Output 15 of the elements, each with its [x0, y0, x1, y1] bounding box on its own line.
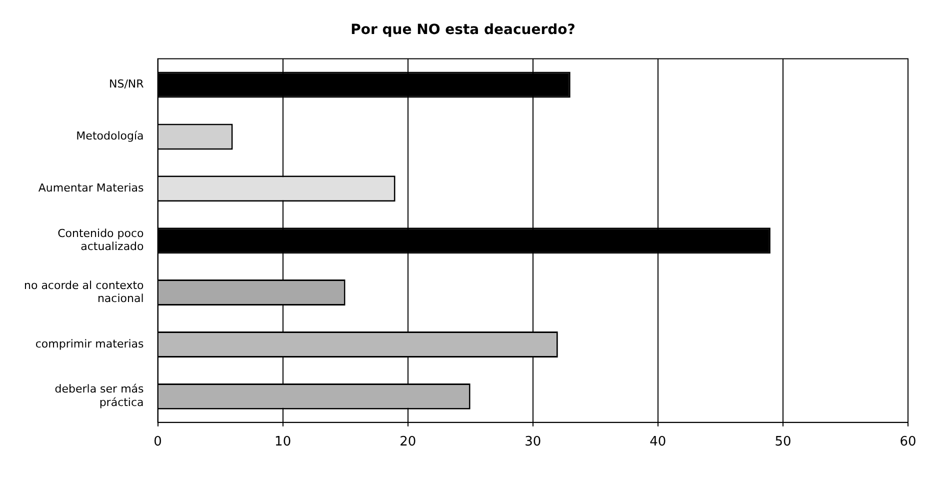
y-tick-label: Aumentar Materias	[38, 182, 144, 195]
y-tick-label: Contenido poco actualizado	[58, 226, 144, 254]
x-tick-label: 50	[774, 434, 792, 450]
y-tick-label: no acorde al contexto nacional	[24, 278, 144, 305]
y-tick-label: NS/NR	[108, 78, 144, 91]
y-tick-label: comprimir materias	[35, 337, 144, 350]
x-tick-label: 30	[524, 434, 542, 450]
x-tick-label: 60	[900, 434, 916, 450]
x-tick-label: 10	[274, 434, 292, 450]
chart-title: Por que NO esta deacuerdo?	[350, 22, 576, 38]
x-tick-label: 0	[154, 434, 162, 450]
x-tick-label: 40	[650, 434, 666, 450]
y-tick-label: Metodología	[76, 130, 144, 143]
y-tick-label: deberla ser más práctica	[54, 382, 144, 409]
x-tick-label: 20	[400, 434, 416, 450]
